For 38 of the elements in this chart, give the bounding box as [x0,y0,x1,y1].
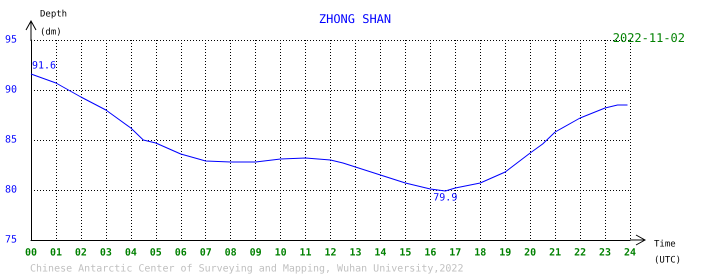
x-tick-label: 07 [200,248,212,258]
x-tick-label: 19 [499,248,512,258]
x-tick-label: 12 [324,248,337,258]
y-tick-label: 80 [4,184,17,196]
x-tick-label: 10 [274,248,287,258]
x-tick-label: 15 [399,248,412,258]
y-tick-label: 85 [4,134,17,146]
annotation: 79.9 [433,192,458,204]
x-tick-label: 05 [150,248,162,258]
x-tick-label: 11 [300,248,312,258]
x-tick-label: 06 [174,248,187,258]
x-tick-label: 09 [250,248,262,258]
chart-subtitle: 2022-11-02 [612,31,686,45]
y-tick-label: 75 [4,234,17,246]
y-tick-label: 90 [4,84,17,96]
y-tick-label: 95 [4,34,17,46]
x-tick-label: 18 [474,248,486,258]
x-tick-label: 00 [24,248,38,258]
text: Chinese Antarctic Center of Surveying and Mapping, Wuhan University,2022 [30,264,464,274]
chart-title: ZHONG SHAN [318,12,392,26]
x-tick-label: 20 [524,248,536,258]
x-tick-label: 23 [599,248,612,258]
x-tick-label: 03 [100,248,112,258]
x-axis-title: Time (UTC) [654,240,682,266]
x-tick-label: 01 [50,248,62,258]
line-series [30,74,628,192]
x-tick-label: 04 [124,248,137,258]
x-tick-label: 21 [549,248,562,258]
y-axis-title: Depth (dm) [40,10,68,38]
x-tick-label: 13 [349,248,362,258]
annotation: 91.6 [32,60,56,72]
x-tick-label: 22 [574,248,586,258]
x-tick-label: 16 [424,248,436,258]
x-tick-label: 14 [374,248,386,258]
x-tick-label: 08 [224,248,237,258]
x-tick-label: 17 [449,248,462,258]
x-tick-label: 02 [74,248,87,258]
x-tick-label: 24 [624,248,636,258]
